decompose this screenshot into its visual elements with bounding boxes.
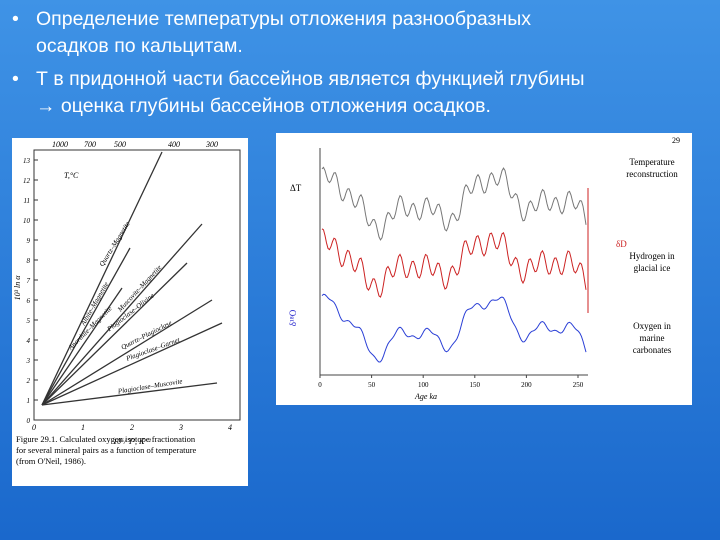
x-tick: 250	[573, 381, 584, 389]
record-curve	[321, 166, 587, 241]
x-tick: 1	[81, 423, 85, 432]
record-curve	[321, 228, 587, 298]
y-tick: 4	[27, 337, 31, 345]
y-tick: 0	[27, 417, 31, 425]
fractionation-line	[41, 287, 123, 406]
bullet-line: → оценка глубины бассейнов отложения оса…	[36, 95, 491, 117]
x-tick: 3	[178, 423, 183, 432]
panel	[276, 133, 692, 405]
y-tick: 3	[26, 357, 31, 365]
fractionation-line	[41, 299, 213, 406]
y-tick: 2	[27, 377, 31, 385]
y-tick: 9	[27, 237, 31, 245]
x-tick: 0	[32, 423, 36, 432]
x-tick: 50	[368, 381, 376, 389]
delta-t: ΔT	[290, 183, 302, 193]
top-tick: 1000	[52, 140, 68, 149]
fractionation-line	[41, 223, 203, 406]
caption: Figure 29.1. Calculated oxygen isotope f…	[16, 434, 196, 444]
y-tick: 8	[27, 257, 31, 265]
bullet-line: Определение температуры отложения разноо…	[36, 8, 531, 30]
x-tick: 100	[418, 381, 429, 389]
y-tick: 5	[27, 317, 31, 325]
x-tick: 200	[521, 381, 532, 389]
x-tick: 4	[228, 423, 232, 432]
series-label: glacial ice	[634, 263, 671, 273]
bullet: Т в придонной части бассейнов является ф…	[0, 66, 720, 120]
y-label: 10³ ln α	[13, 275, 22, 301]
fractionation-line	[41, 262, 188, 406]
y-tick: 10	[23, 217, 31, 225]
series-label: Temperature	[629, 157, 674, 167]
x-tick: 150	[470, 381, 481, 389]
page-number: 29	[672, 136, 680, 145]
y-tick: 12	[23, 177, 31, 185]
caption: for several mineral pairs as a function …	[16, 445, 197, 455]
y-tick: 7	[27, 277, 31, 285]
series-label: Hydrogen in	[629, 251, 675, 261]
figure-right: 29 Temperature reconstruction Hydrogen in gl…	[276, 133, 692, 405]
x-tick: 2	[130, 423, 134, 432]
fractionation-line	[41, 382, 218, 406]
x-label: Age ka	[414, 392, 437, 401]
caption: (from O'Neil, 1986).	[16, 456, 86, 466]
delta-o: δ¹⁸O	[288, 309, 298, 326]
fractionation-line	[41, 247, 131, 406]
top-tick: 500	[114, 140, 126, 149]
y-tick: 13	[23, 157, 31, 165]
y-tick: 1	[27, 397, 31, 405]
y-tick: 6	[27, 297, 31, 305]
top-tick: 300	[205, 140, 218, 149]
series-label: carbonates	[633, 345, 672, 355]
x-label: 10⁶/ T², K⁻²	[113, 437, 151, 446]
bullet: Определение температуры отложения разноо…	[0, 6, 720, 60]
plot-frame	[33, 149, 241, 421]
series-label: marine	[640, 333, 665, 343]
series-label: reconstruction	[626, 169, 678, 179]
figure-left: 1000 700 500 400 300T,°C01234567891011121310…	[12, 138, 248, 486]
bullet-line: осадков по кальцитам.	[36, 35, 243, 57]
top-tick: 700	[84, 140, 96, 149]
series-label: Oxygen in	[633, 321, 671, 331]
delta-d: δD	[616, 239, 627, 249]
bullet-line: Т в придонной части бассейнов является ф…	[36, 68, 585, 90]
top-unit: T,°C	[64, 171, 79, 180]
record-curve	[321, 293, 587, 363]
fractionation-line	[41, 322, 223, 406]
x-tick: 0	[318, 381, 322, 389]
bullet-list: Определение температуры отложения разноо…	[0, 6, 720, 126]
fractionation-line	[41, 151, 163, 406]
panel	[12, 138, 248, 486]
top-tick: 400	[168, 140, 180, 149]
y-tick: 11	[24, 197, 30, 205]
